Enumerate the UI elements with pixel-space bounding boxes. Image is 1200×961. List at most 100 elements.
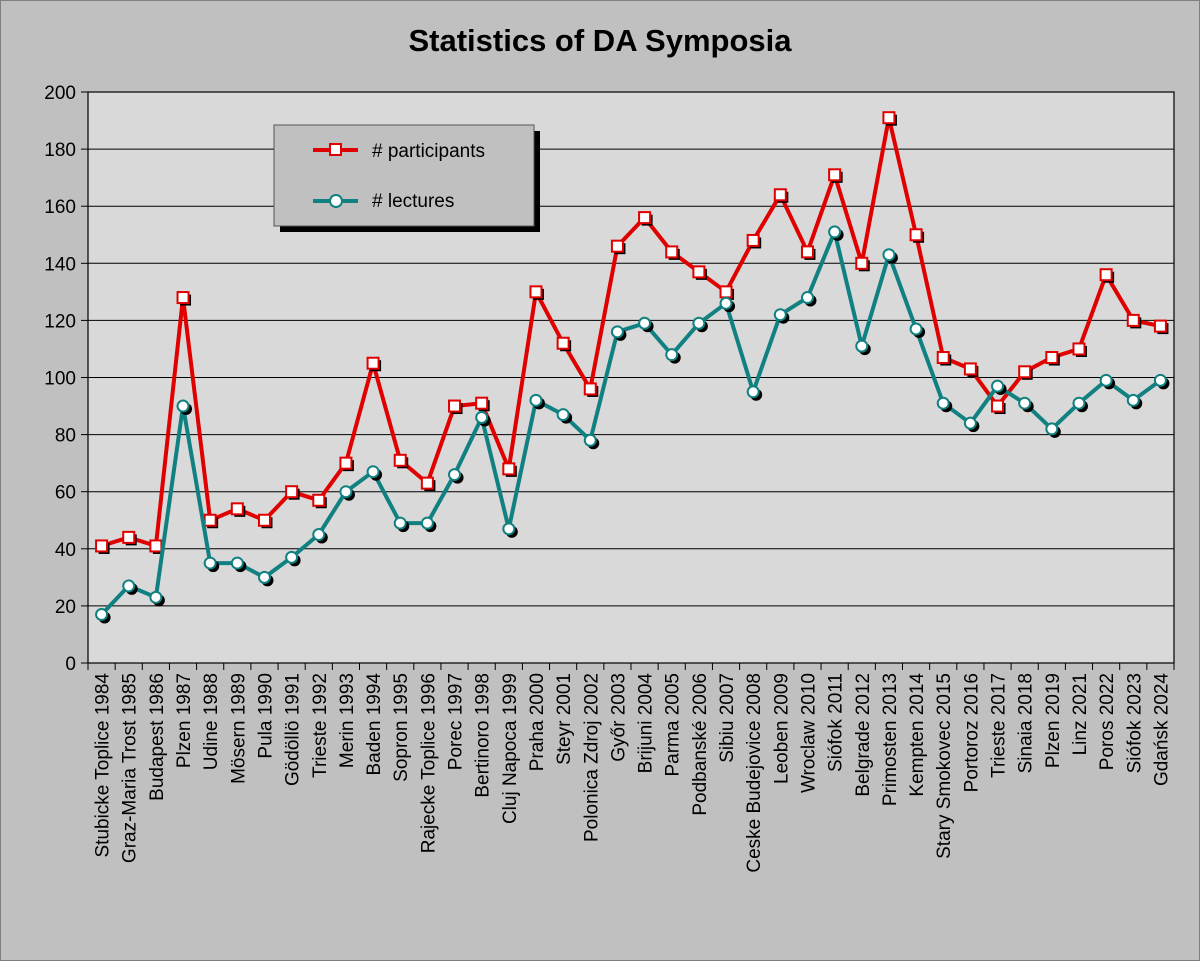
data-point bbox=[746, 233, 760, 247]
data-point bbox=[257, 513, 271, 527]
y-tick-label: 80 bbox=[55, 426, 76, 447]
data-point bbox=[936, 351, 950, 365]
x-tick-label: Trieste 1992 bbox=[310, 673, 331, 778]
data-point bbox=[1153, 373, 1167, 387]
data-point bbox=[393, 453, 407, 467]
data-point bbox=[855, 339, 869, 353]
x-tick-label: Plzen 2019 bbox=[1043, 673, 1064, 768]
data-point bbox=[583, 382, 597, 396]
data-point bbox=[773, 188, 787, 202]
data-point bbox=[855, 256, 869, 270]
legend-label-lectures: # lectures bbox=[372, 191, 454, 212]
x-tick-label: Trieste 2017 bbox=[989, 673, 1010, 778]
data-point bbox=[909, 322, 923, 336]
data-point bbox=[230, 502, 244, 516]
legend-marker-participants bbox=[329, 143, 342, 156]
data-point bbox=[1153, 319, 1167, 333]
data-point bbox=[176, 291, 190, 305]
x-tick-label: Sinaia 2018 bbox=[1016, 673, 1037, 773]
data-point bbox=[339, 456, 353, 470]
y-tick-label: 200 bbox=[44, 83, 76, 104]
data-point bbox=[312, 528, 326, 542]
x-tick-label: Ceske Budejovice 2008 bbox=[744, 673, 765, 873]
x-tick-label: Rajecke Toplice 1996 bbox=[418, 673, 439, 853]
series-line bbox=[100, 229, 1162, 616]
data-point bbox=[1045, 422, 1059, 436]
data-point bbox=[936, 396, 950, 410]
data-point bbox=[529, 285, 543, 299]
y-tick-label: 100 bbox=[44, 369, 76, 390]
data-point bbox=[122, 579, 136, 593]
x-tick-label: Praha 2000 bbox=[527, 673, 548, 771]
x-tick-label: Plzen 1987 bbox=[174, 673, 195, 768]
x-tick-label: Stubicke Toplice 1984 bbox=[93, 673, 114, 858]
data-point bbox=[882, 248, 896, 262]
y-tick-label: 20 bbox=[55, 597, 76, 618]
data-point bbox=[502, 462, 516, 476]
y-tick-label: 40 bbox=[55, 540, 76, 561]
data-point bbox=[122, 530, 136, 544]
y-tick-label: 140 bbox=[44, 254, 76, 275]
data-point bbox=[991, 399, 1005, 413]
x-tick-label: Stary Smokovec 2015 bbox=[934, 673, 955, 859]
x-tick-label: Portoroz 2016 bbox=[961, 673, 982, 792]
legend-box bbox=[273, 124, 535, 227]
y-tick-label: 180 bbox=[44, 140, 76, 161]
data-point bbox=[257, 570, 271, 584]
x-tick-label: Baden 1994 bbox=[364, 673, 385, 776]
data-point bbox=[475, 396, 489, 410]
data-point bbox=[448, 468, 462, 482]
x-tick-label: Wroclaw 2010 bbox=[798, 673, 819, 793]
data-point bbox=[149, 590, 163, 604]
data-point bbox=[638, 316, 652, 330]
x-tick-label: Podbanské 2006 bbox=[690, 673, 711, 816]
x-tick-label: Cluj Napoca 1999 bbox=[500, 673, 521, 824]
data-point bbox=[203, 556, 217, 570]
data-point bbox=[828, 168, 842, 182]
data-point bbox=[909, 228, 923, 242]
x-tick-label: Sopron 1995 bbox=[391, 673, 412, 782]
legend: # participants # lectures bbox=[273, 124, 540, 232]
data-point bbox=[1018, 365, 1032, 379]
series-layer bbox=[95, 111, 1170, 624]
data-point bbox=[828, 225, 842, 239]
data-point bbox=[312, 493, 326, 507]
x-tick-label: Linz 2021 bbox=[1070, 673, 1091, 755]
data-point bbox=[773, 308, 787, 322]
data-point bbox=[692, 265, 706, 279]
data-point bbox=[882, 111, 896, 125]
data-point bbox=[366, 356, 380, 370]
x-tick-label: Leoben 2009 bbox=[771, 673, 792, 784]
data-point bbox=[230, 556, 244, 570]
x-tick-label: Belgrade 2012 bbox=[853, 673, 874, 797]
data-point bbox=[665, 348, 679, 362]
data-point bbox=[800, 245, 814, 259]
data-point bbox=[1045, 351, 1059, 365]
data-point bbox=[475, 410, 489, 424]
y-tick-label: 160 bbox=[44, 197, 76, 218]
x-tick-label: Pula 1990 bbox=[255, 673, 276, 759]
data-point bbox=[529, 393, 543, 407]
x-tick-label: Udine 1988 bbox=[201, 673, 222, 770]
x-tick-label: Porec 1997 bbox=[446, 673, 467, 770]
data-point bbox=[719, 296, 733, 310]
data-point bbox=[610, 325, 624, 339]
x-tick-label: Sibiu 2007 bbox=[717, 673, 738, 763]
data-point bbox=[665, 245, 679, 259]
x-tick-label: Poros 2022 bbox=[1097, 673, 1118, 770]
data-point bbox=[420, 476, 434, 490]
data-point bbox=[1099, 373, 1113, 387]
data-point bbox=[1072, 396, 1086, 410]
data-point bbox=[285, 550, 299, 564]
x-tick-label: Polonica Zdroj 2002 bbox=[581, 673, 602, 842]
series-line bbox=[101, 115, 1161, 548]
y-tick-label: 120 bbox=[44, 311, 76, 332]
x-tick-label: Primosten 2013 bbox=[880, 673, 901, 806]
data-point bbox=[448, 399, 462, 413]
data-point bbox=[203, 513, 217, 527]
legend-label-participants: # participants bbox=[372, 141, 485, 162]
data-point bbox=[149, 539, 163, 553]
x-tick-label: Merin 1993 bbox=[337, 673, 358, 768]
